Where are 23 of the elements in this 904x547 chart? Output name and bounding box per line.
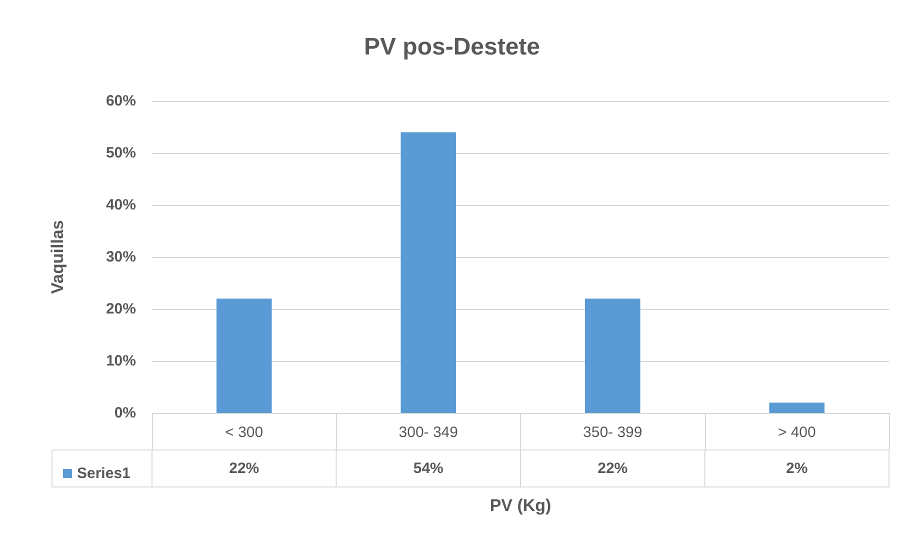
data-label: 22% [598,460,628,477]
y-tick-label: 30% [106,248,136,266]
data-label: 2% [786,460,808,477]
x-axis-title: PV (Kg) [490,496,552,515]
x-tick-label: 300- 349 [398,424,458,441]
y-tick-label: 40% [106,196,136,214]
bar [216,298,272,413]
y-tick-label: 0% [114,404,136,422]
bar [584,298,640,413]
bar [400,132,456,413]
y-tick-label: 10% [106,352,136,370]
bar [769,402,825,413]
y-tick-label: 20% [106,300,136,318]
x-tick-label: > 400 [778,424,816,441]
y-axis-title: Vaquillas [48,220,67,294]
x-tick-label: 350- 399 [583,424,642,441]
y-tick-label: 60% [106,92,136,110]
y-tick-label: 50% [106,144,136,162]
data-label: 54% [413,460,444,477]
x-tick-label: < 300 [225,424,264,441]
data-label: 22% [229,460,260,477]
chart-title: PV pos-Destete [364,34,540,60]
legend-label: Series1 [77,465,130,482]
